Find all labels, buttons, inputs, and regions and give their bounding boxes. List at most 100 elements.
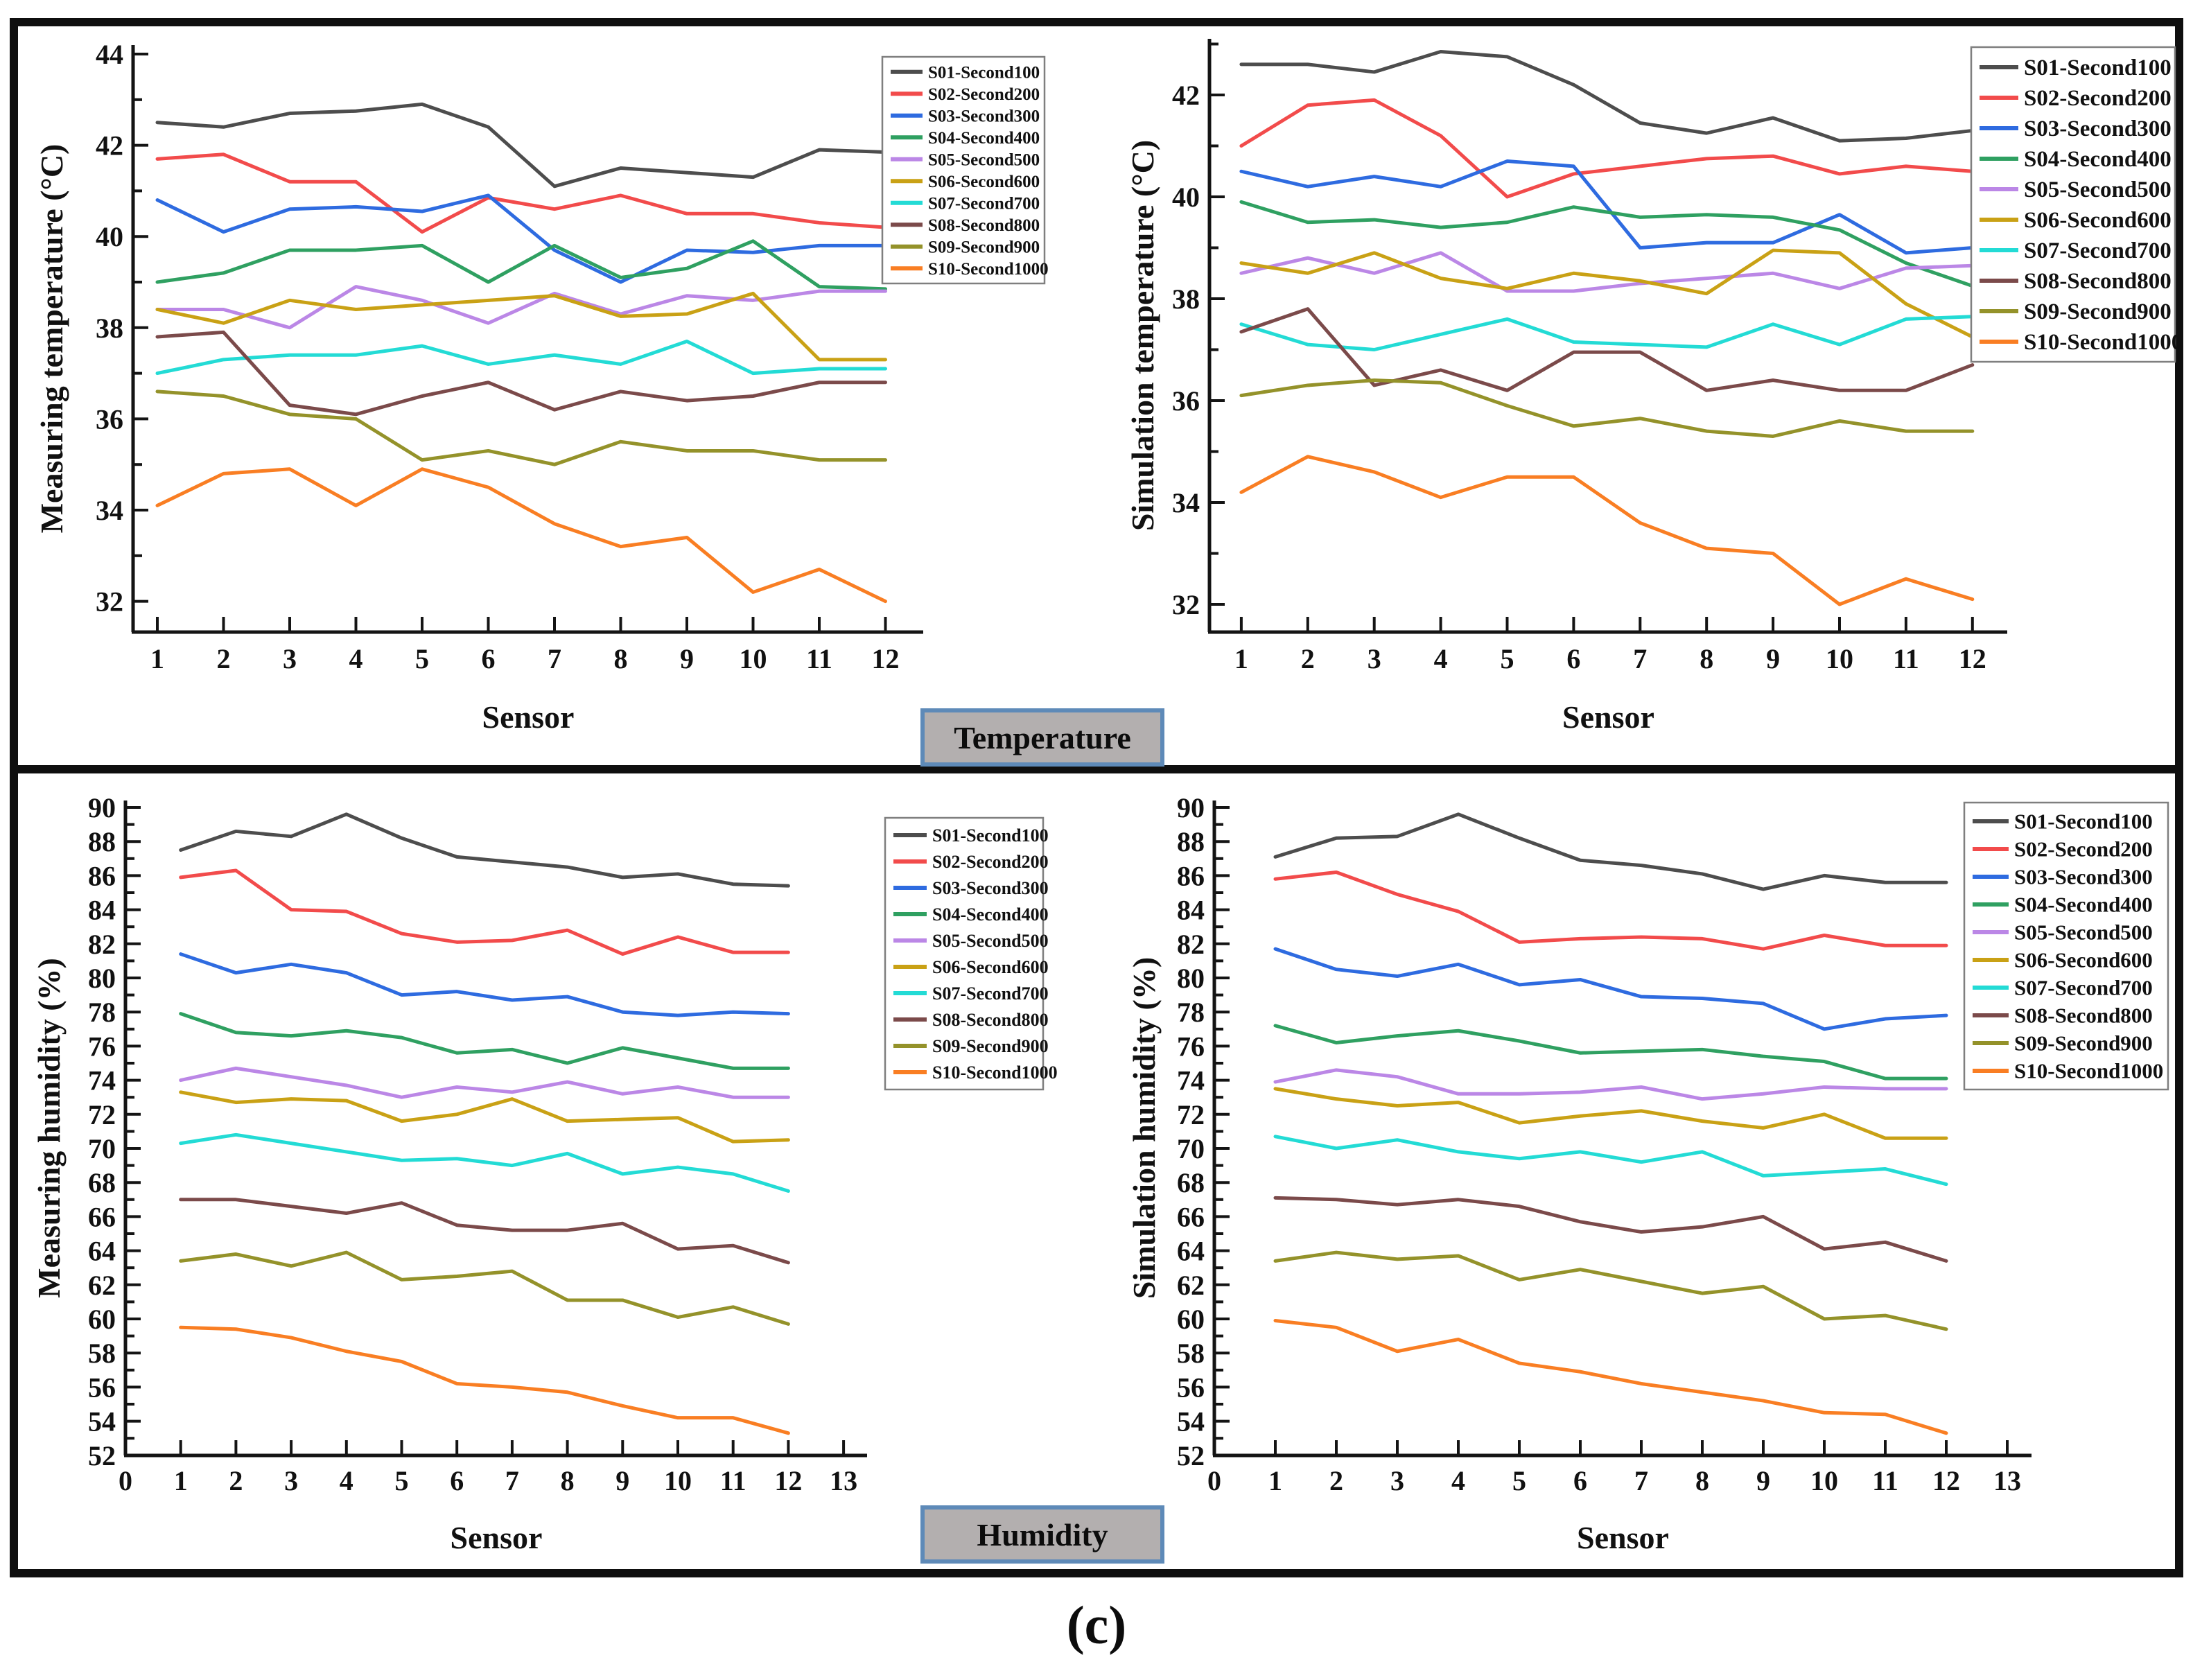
series-line-S10-Second1000	[1273, 1318, 1948, 1435]
figure-caption: (c)	[1066, 1595, 1127, 1655]
legend-label: S04-Second400	[932, 904, 1049, 925]
y-tick-label: 54	[1177, 1406, 1205, 1437]
series-lines	[155, 102, 887, 604]
chart-simulation-temperature: 32 34 36 38 40 42 1 2 3 4 5 6 7 8 9 10 11 12 Sensor Simulat…	[1113, 26, 2178, 754]
x-tick-label: 8	[614, 643, 628, 674]
y-axis-title: Simulation humidity (%)	[1126, 957, 1162, 1299]
y-tick-label: 60	[88, 1304, 116, 1335]
x-tick-label: 3	[1368, 643, 1381, 674]
series-line-S02-Second200	[1273, 870, 1948, 951]
y-tick-label: 66	[88, 1201, 116, 1232]
y-tick-label: 84	[1177, 895, 1205, 926]
x-tick-label: 0	[1207, 1465, 1221, 1496]
x-tick-label: 2	[229, 1465, 243, 1496]
series-line-S05-Second500	[179, 1066, 790, 1099]
section-divider-temperature	[10, 765, 2183, 773]
legend-label: S03-Second300	[928, 107, 1040, 125]
legend: S01-Second100 S02-Second200 S03-Second300 S…	[881, 55, 1049, 285]
legend-label: S01-Second100	[928, 63, 1040, 82]
series-line-S04-Second400	[155, 239, 887, 291]
y-tick-label: 78	[1177, 997, 1205, 1028]
legend-label: S03-Second300	[932, 878, 1049, 898]
x-tick-label: 11	[1893, 643, 1919, 674]
legend: S01-Second100 S02-Second200 S03-Second300 S…	[1970, 46, 2178, 363]
x-tick-label: 1	[174, 1465, 188, 1496]
x-tick-label: 4	[349, 643, 363, 674]
y-tick-label: 34	[1172, 487, 1200, 518]
legend-label: S01-Second100	[2024, 55, 2172, 80]
y-tick-label: 32	[1172, 589, 1200, 620]
x-tick-label: 6	[1573, 1465, 1587, 1496]
legend-label: S09-Second900	[2014, 1031, 2153, 1056]
y-tick-label: 36	[96, 403, 123, 435]
x-tick-label: 6	[450, 1465, 464, 1496]
y-tick-label: 58	[88, 1338, 116, 1369]
legend-label: S07-Second700	[2024, 238, 2172, 263]
y-tick-label: 82	[1177, 929, 1205, 960]
series-line-S06-Second600	[155, 291, 887, 362]
legend-label: S08-Second800	[932, 1010, 1049, 1030]
series-line-S02-Second200	[155, 152, 887, 234]
y-tick-label: 90	[1177, 792, 1205, 823]
legend-label: S05-Second500	[2024, 177, 2172, 202]
series-line-S07-Second700	[1239, 315, 1975, 351]
y-tick-label: 60	[1177, 1304, 1205, 1335]
legend-label: S03-Second300	[2014, 865, 2153, 889]
series-line-S08-Second800	[155, 330, 887, 417]
legend-label: S10-Second1000	[932, 1062, 1058, 1083]
legend: S01-Second100 S02-Second200 S03-Second300 S…	[884, 816, 1058, 1091]
x-tick-label: 13	[830, 1465, 857, 1496]
legend-label: S02-Second200	[2014, 837, 2153, 861]
legend-label: S07-Second700	[932, 983, 1049, 1004]
y-axis-title: Simulation temperature (°C)	[1125, 140, 1160, 531]
legend-label: S05-Second500	[928, 150, 1040, 169]
series-line-S08-Second800	[1273, 1196, 1948, 1263]
series-line-S05-Second500	[1273, 1068, 1948, 1101]
legend-label: S06-Second600	[2014, 948, 2153, 972]
y-tick-label: 80	[1177, 963, 1205, 994]
legend-label: S09-Second900	[2024, 299, 2172, 324]
x-tick-label: 10	[740, 643, 767, 674]
series-line-S08-Second800	[179, 1198, 790, 1265]
y-tick-label: 86	[1177, 860, 1205, 891]
y-axis-title: Measuring humidity (%)	[31, 958, 67, 1298]
legend-label: S06-Second600	[928, 173, 1040, 191]
y-tick-label: 32	[96, 586, 123, 618]
y-tick-label: 72	[1177, 1099, 1205, 1130]
legend-label: S01-Second100	[932, 825, 1049, 846]
legend-label: S04-Second400	[2024, 147, 2172, 172]
x-tick-label: 7	[548, 643, 561, 674]
y-tick-label: 70	[88, 1133, 116, 1164]
series-line-S02-Second200	[179, 868, 790, 956]
y-tick-label: 86	[88, 860, 116, 891]
axes	[1207, 39, 2007, 634]
chart-canvas-simulation-humidity: 5254565860626466687072747678808284868890…	[1126, 792, 2169, 1555]
x-tick-label: 12	[1932, 1465, 1960, 1496]
y-tick-label: 56	[88, 1372, 116, 1403]
series-line-S09-Second900	[155, 390, 887, 466]
x-tick-label: 4	[340, 1465, 353, 1496]
x-tick-label: 11	[806, 643, 832, 674]
temperature-badge: Temperature	[920, 708, 1164, 767]
x-tick-label: 10	[1826, 643, 1853, 674]
series-line-S09-Second900	[1273, 1250, 1948, 1331]
legend-label: S10-Second1000	[2014, 1059, 2163, 1083]
x-axis-title: Sensor	[482, 699, 575, 735]
x-tick-label: 6	[482, 643, 496, 674]
series-line-S07-Second700	[179, 1132, 790, 1193]
y-tick-label: 56	[1177, 1372, 1205, 1403]
y-tick-label: 66	[1177, 1201, 1205, 1232]
legend-label: S09-Second900	[928, 238, 1040, 256]
x-tick-label: 8	[1695, 1465, 1709, 1496]
series-line-S04-Second400	[179, 1012, 790, 1070]
y-tick-label: 70	[1177, 1133, 1205, 1164]
y-tick-label: 38	[1172, 283, 1200, 315]
series-line-S06-Second600	[179, 1090, 790, 1144]
x-tick-label: 1	[1234, 643, 1248, 674]
x-tick-label: 7	[1633, 643, 1647, 674]
x-tick-label: 7	[1634, 1465, 1648, 1496]
series-lines	[1239, 50, 1975, 606]
legend-label: S10-Second1000	[928, 260, 1049, 279]
series-line-S03-Second300	[179, 952, 790, 1017]
